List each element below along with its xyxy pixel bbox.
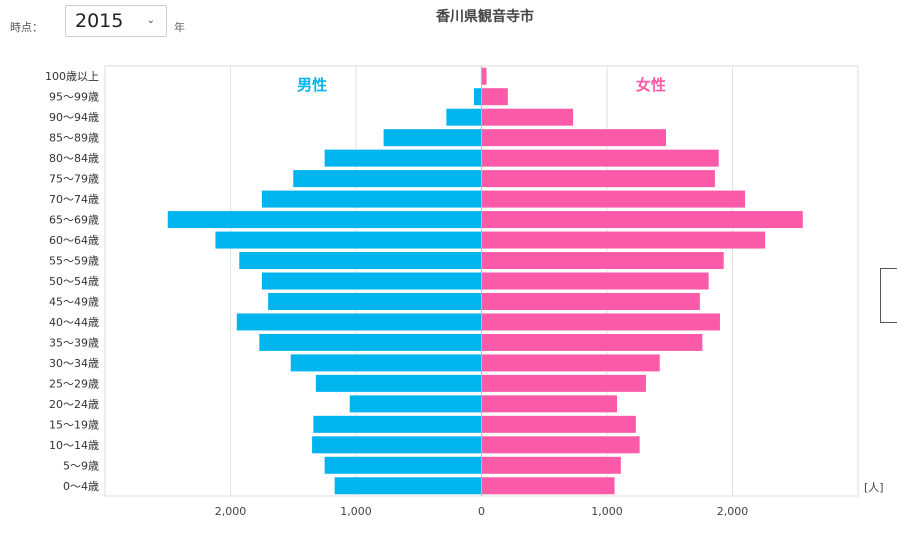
bar-female [481,231,766,249]
bar-male [313,415,482,433]
bar-female [481,149,719,167]
bar-male [268,292,482,310]
bar-female [481,67,487,85]
y-tick-label: 45～49歳 [49,295,99,308]
bar-female [481,211,803,229]
bar-female [481,477,615,495]
bar-female [481,436,640,454]
bar-female [481,333,703,351]
y-tick-label: 20～24歳 [49,398,99,411]
bar-male [236,313,482,331]
bar-male [293,170,482,188]
y-tick-label: 25～29歳 [49,377,99,390]
bar-male [446,108,482,126]
bar-female [481,374,646,392]
bar-female [481,252,724,270]
bar-male [334,477,482,495]
bar-male [473,88,482,106]
side-panel-box [880,268,897,323]
y-tick-label: 75～79歳 [49,173,99,186]
x-tick-label: 2,000 [717,505,749,518]
chevron-down-icon: ⌄ [146,15,155,26]
bar-male [324,149,482,167]
bar-male [261,272,482,290]
y-tick-label: 65～69歳 [49,214,99,227]
bar-male [324,456,482,474]
bar-male [383,129,482,147]
unit-label: [人] [864,481,884,494]
bar-female [481,292,700,310]
y-tick-label: 85～89歳 [49,132,99,145]
y-tick-label: 100歳以上 [45,70,99,83]
y-tick-label: 55～59歳 [49,255,99,268]
bar-male [315,374,482,392]
y-tick-label: 60～64歳 [49,234,99,247]
y-tick-label: 35～39歳 [49,336,99,349]
bar-female [481,354,660,372]
bar-female [481,272,709,290]
legend-male: 男性 [297,76,327,94]
y-tick-label: 10～14歳 [49,439,99,452]
y-tick-label: 90～94歳 [49,111,99,124]
bar-female [481,190,746,208]
bar-male [259,333,482,351]
y-tick-label: 80～84歳 [49,152,99,165]
bar-female [481,456,621,474]
y-tick-label: 0～4歳 [63,480,99,493]
bar-female [481,313,720,331]
bar-female [481,415,636,433]
bar-male [239,252,482,270]
year-select[interactable]: 2015 ⌄ [65,5,167,37]
bar-female [481,108,574,126]
bar-female [481,129,666,147]
y-tick-label: 70～74歳 [49,193,99,206]
x-tick-label: 1,000 [340,505,372,518]
y-tick-label: 95～99歳 [49,91,99,104]
chart-title: 香川県観音寺市 [436,9,534,25]
x-tick-label: 0 [478,505,485,518]
x-tick-label: 1,000 [591,505,623,518]
year-select-value: 2015 [75,10,124,32]
year-unit-label: 年 [174,21,185,34]
legend-female: 女性 [636,76,666,94]
y-tick-label: 40～44歳 [49,316,99,329]
y-tick-label: 15～19歳 [49,418,99,431]
year-label: 時点： [10,21,43,34]
bar-male [167,211,482,229]
bar-female [481,170,715,188]
bar-male [312,436,482,454]
bar-male [261,190,482,208]
y-tick-label: 5～9歳 [63,459,99,472]
y-tick-label: 50～54歳 [49,275,99,288]
bar-male [349,395,482,413]
x-tick-label: 2,000 [215,505,247,518]
bar-male [290,354,482,372]
y-tick-label: 30～34歳 [49,357,99,370]
bar-male [215,231,482,249]
bar-female [481,88,508,106]
bar-female [481,395,618,413]
